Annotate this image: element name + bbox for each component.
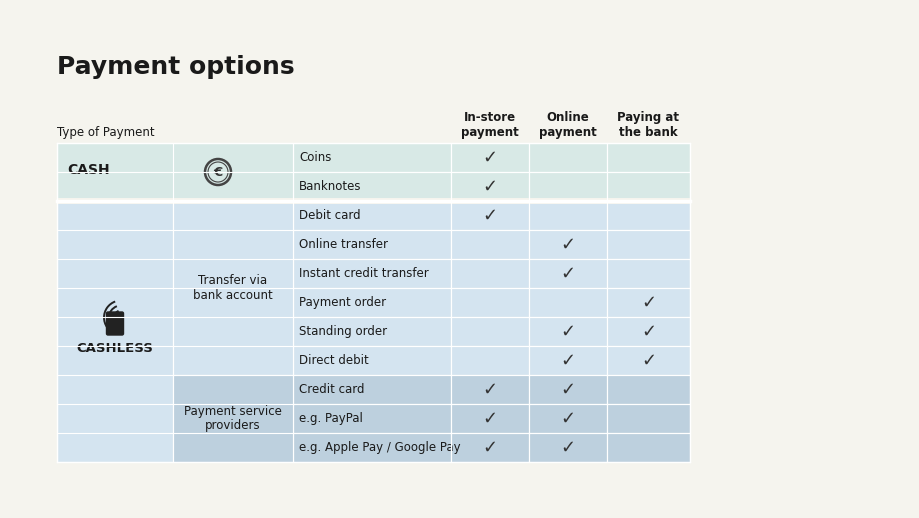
Bar — [450, 346, 528, 375]
Text: Transfer via
bank account: Transfer via bank account — [193, 274, 273, 302]
Text: ✓: ✓ — [641, 294, 655, 311]
Text: ✓: ✓ — [482, 178, 497, 195]
Bar — [292, 375, 450, 404]
Text: ✓: ✓ — [560, 381, 575, 398]
Bar — [292, 404, 450, 433]
Bar — [292, 143, 450, 172]
Text: CASH: CASH — [67, 163, 109, 177]
Bar — [607, 259, 689, 288]
Bar — [292, 288, 450, 317]
Bar — [607, 404, 689, 433]
Bar — [607, 346, 689, 375]
Text: Banknotes: Banknotes — [299, 180, 361, 193]
Bar — [292, 433, 450, 462]
Bar — [292, 259, 450, 288]
Bar — [528, 172, 607, 201]
Bar — [292, 201, 450, 230]
Bar — [607, 317, 689, 346]
Bar — [173, 375, 292, 462]
Bar — [450, 375, 528, 404]
Bar — [607, 288, 689, 317]
Text: Online
payment: Online payment — [539, 111, 596, 139]
Text: ✓: ✓ — [482, 381, 497, 398]
Bar — [292, 230, 450, 259]
Text: ✓: ✓ — [641, 323, 655, 340]
Text: ✓: ✓ — [560, 410, 575, 427]
Bar — [57, 201, 173, 462]
Text: CASHLESS: CASHLESS — [76, 341, 153, 354]
FancyBboxPatch shape — [107, 312, 123, 335]
Text: ✓: ✓ — [560, 439, 575, 456]
Bar — [607, 230, 689, 259]
Bar — [450, 230, 528, 259]
Bar — [528, 230, 607, 259]
Bar — [57, 143, 292, 201]
Bar — [450, 404, 528, 433]
Text: ✓: ✓ — [560, 236, 575, 253]
Bar — [528, 346, 607, 375]
Text: Online transfer: Online transfer — [299, 238, 388, 251]
Text: ✓: ✓ — [641, 352, 655, 369]
Bar — [173, 201, 292, 375]
Bar — [607, 143, 689, 172]
Bar — [528, 433, 607, 462]
Text: ✓: ✓ — [482, 410, 497, 427]
Bar — [607, 172, 689, 201]
Text: ✓: ✓ — [482, 439, 497, 456]
Text: Coins: Coins — [299, 151, 331, 164]
Text: In-store
payment: In-store payment — [460, 111, 518, 139]
Bar — [528, 288, 607, 317]
Bar — [57, 199, 689, 204]
Bar — [607, 375, 689, 404]
Bar — [292, 317, 450, 346]
Text: Paying at
the bank: Paying at the bank — [617, 111, 679, 139]
Text: Direct debit: Direct debit — [299, 354, 369, 367]
Bar — [450, 201, 528, 230]
Bar — [528, 259, 607, 288]
Bar — [450, 259, 528, 288]
Text: Standing order: Standing order — [299, 325, 387, 338]
Text: ✓: ✓ — [482, 149, 497, 166]
Bar — [528, 317, 607, 346]
Text: Type of Payment: Type of Payment — [57, 126, 154, 139]
Bar — [450, 288, 528, 317]
Text: €: € — [213, 165, 222, 179]
Text: Credit card: Credit card — [299, 383, 364, 396]
Bar — [528, 201, 607, 230]
Bar — [450, 317, 528, 346]
Bar — [607, 433, 689, 462]
Bar — [528, 143, 607, 172]
Bar — [450, 433, 528, 462]
Text: ✓: ✓ — [560, 265, 575, 282]
Text: ✓: ✓ — [560, 323, 575, 340]
Bar — [607, 201, 689, 230]
Bar — [450, 172, 528, 201]
Bar — [57, 198, 689, 204]
Bar — [292, 172, 450, 201]
Text: Instant credit transfer: Instant credit transfer — [299, 267, 428, 280]
Text: Payment service
providers: Payment service providers — [184, 405, 281, 433]
Text: e.g. PayPal: e.g. PayPal — [299, 412, 362, 425]
Text: Debit card: Debit card — [299, 209, 360, 222]
Text: Payment options: Payment options — [57, 55, 294, 79]
Text: ✓: ✓ — [560, 352, 575, 369]
Bar — [450, 143, 528, 172]
Text: ✓: ✓ — [482, 207, 497, 224]
Bar — [292, 346, 450, 375]
Bar — [528, 404, 607, 433]
Text: Payment order: Payment order — [299, 296, 386, 309]
Bar — [528, 375, 607, 404]
Text: e.g. Apple Pay / Google Pay: e.g. Apple Pay / Google Pay — [299, 441, 460, 454]
